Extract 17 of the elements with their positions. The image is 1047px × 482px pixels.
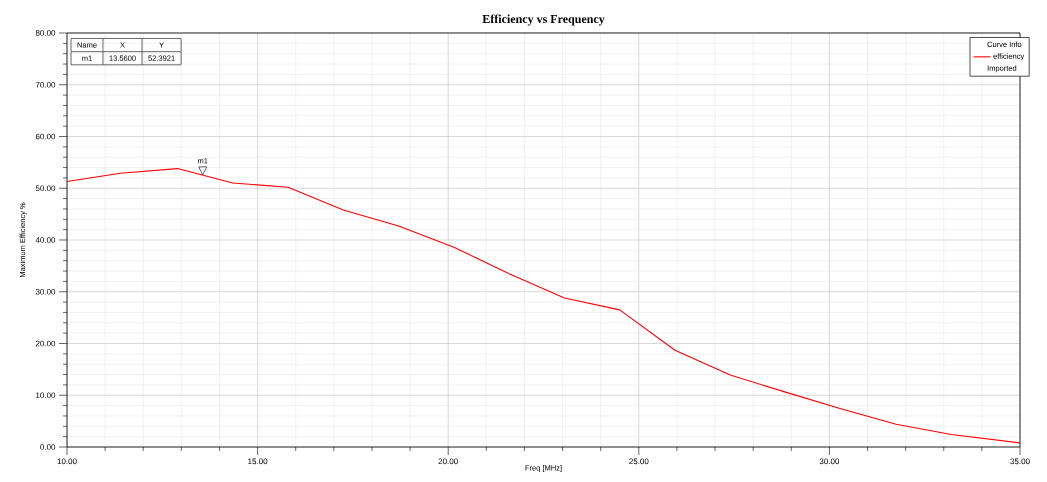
chart-title: Efficiency vs Frequency [482,14,605,26]
line-series [66,168,1021,444]
y-tick-label: 70.00 [35,81,56,88]
x-tick-label: 15.00 [248,458,268,465]
y-tick-label: 40.00 [35,237,56,243]
y-tick-label: 10.00 [36,392,56,399]
y-tick-label: 0.00 [40,444,56,450]
x-tick-label: 10.00 [57,458,77,465]
y-tick-label: 80.00 [35,30,56,36]
x-tick-label: 30.00 [819,458,840,465]
y-tick-label: 60.00 [35,133,56,140]
x-tick-label: 35.00 [1010,458,1030,465]
y-tick-label: 30.00 [35,288,56,295]
x-tick-label: 20.00 [438,458,458,465]
y-tick-label: 20.00 [35,340,56,347]
y-tick-label: 50.00 [35,185,56,192]
x-tick-label: 25.00 [629,458,649,465]
